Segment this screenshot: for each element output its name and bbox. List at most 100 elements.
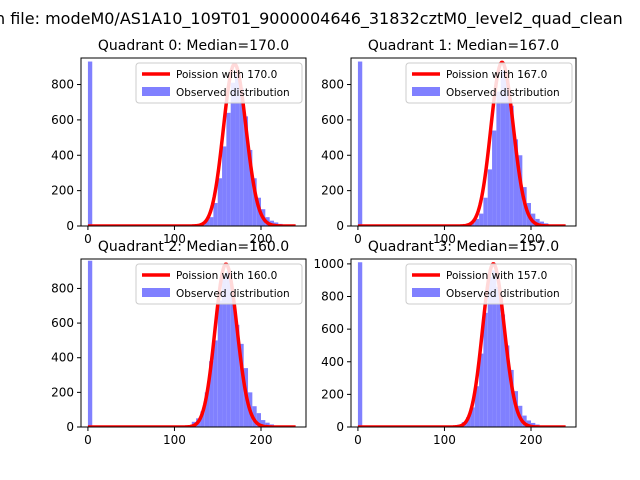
- subplot-quadrant-0: Quadrant 0: Median=170.0 0 100 200 0 200 400 60…: [51, 38, 307, 246]
- legend-box: [135, 263, 303, 305]
- legend-observed-label: Observed distribution: [446, 87, 560, 99]
- plot-area: [87, 260, 297, 427]
- legend-bar-swatch: [412, 288, 440, 297]
- axes-frame: [80, 57, 307, 227]
- histogram-bar: [483, 312, 488, 427]
- histogram-bar: [513, 139, 519, 226]
- axes-frame: [350, 258, 577, 428]
- histogram-bar: [479, 353, 484, 427]
- histogram-bar: [230, 291, 236, 427]
- y-tick-label: 0: [66, 219, 74, 233]
- legend-poisson-label: Poission with 170.0: [176, 69, 277, 81]
- x-tick-label: 0: [354, 232, 362, 246]
- histogram-bar: [474, 218, 480, 226]
- poisson-curve: [87, 262, 297, 427]
- plot-area: [357, 262, 567, 427]
- y-tick-label: 0: [66, 420, 74, 434]
- y-tick-label: 400: [51, 148, 74, 162]
- histogram-bar: [474, 386, 480, 427]
- x-tick-label: 200: [250, 232, 273, 246]
- histogram-bar: [483, 197, 488, 226]
- y-tick-label: 600: [321, 113, 344, 127]
- histogram-bar: [265, 422, 270, 427]
- histogram-bar: [204, 392, 210, 427]
- histogram-bar: [357, 262, 363, 427]
- histogram-bar: [526, 420, 531, 427]
- histogram-bar: [252, 178, 257, 226]
- y-tick-label: 1000: [313, 257, 344, 271]
- histogram-bar: [209, 361, 214, 427]
- legend: Poission with 160.0 Observed distribution: [135, 263, 303, 305]
- histogram-bar: [496, 286, 501, 427]
- histogram-bar: [222, 274, 227, 427]
- y-tick-label: 0: [336, 420, 344, 434]
- y-tick-label: 200: [321, 387, 344, 401]
- y-tick-label: 400: [321, 355, 344, 369]
- histogram-bar: [87, 61, 93, 226]
- legend: Poission with 167.0 Observed distribution: [405, 62, 573, 104]
- subplot-quadrant-3: Quadrant 3: Median=157.0 0 100 200 0 200 400 60…: [313, 239, 577, 447]
- legend: Poission with 170.0 Observed distribution: [135, 62, 303, 104]
- histogram-bar: [487, 276, 493, 427]
- histogram-bar: [217, 178, 223, 226]
- subplot-title: Quadrant 0: Median=170.0: [98, 38, 289, 54]
- x-tick-label: 200: [520, 232, 543, 246]
- y-tick-label: 800: [321, 78, 344, 92]
- legend-poisson-label: Poission with 167.0: [446, 69, 547, 81]
- x-tick-label: 100: [433, 232, 456, 246]
- x-tick-label: 100: [163, 433, 186, 447]
- subplot-quadrant-1: Quadrant 1: Median=167.0 0 100 200 0 200 400 60…: [321, 38, 577, 246]
- histogram-bar: [496, 91, 501, 226]
- legend-box: [135, 62, 303, 104]
- histogram-bar: [209, 217, 214, 226]
- histogram-bar: [230, 82, 236, 226]
- x-tick-label: 100: [433, 433, 456, 447]
- histogram-bar: [500, 70, 506, 226]
- x-tick-label: 0: [354, 433, 362, 447]
- y-tick-label: 200: [51, 184, 74, 198]
- histogram-bar: [213, 340, 218, 427]
- histogram-bar: [492, 270, 497, 427]
- y-tick-label: 800: [51, 281, 74, 295]
- histogram-bar: [248, 149, 253, 226]
- y-tick-label: 600: [51, 316, 74, 330]
- histogram-bar: [492, 130, 497, 226]
- histogram-bar: [226, 271, 231, 427]
- y-tick-label: 200: [321, 184, 344, 198]
- histogram-bar: [487, 169, 493, 226]
- poisson-curve: [357, 262, 567, 427]
- histogram-bar: [470, 407, 475, 427]
- x-tick-label: 0: [84, 232, 92, 246]
- y-tick-label: 800: [51, 78, 74, 92]
- subplot-title: Quadrant 3: Median=157.0: [368, 239, 559, 255]
- histogram-bar: [200, 411, 205, 427]
- subplot-title: Quadrant 1: Median=167.0: [368, 38, 559, 54]
- histogram-bar: [256, 413, 261, 427]
- legend-observed-label: Observed distribution: [176, 288, 290, 300]
- legend-bar-swatch: [142, 288, 170, 297]
- histogram-bar: [235, 324, 240, 427]
- x-tick-label: 200: [520, 433, 543, 447]
- histogram-bar: [535, 218, 540, 226]
- subplot-title: Quadrant 2: Median=160.0: [98, 239, 289, 255]
- legend-bar-swatch: [412, 87, 440, 96]
- y-tick-label: 200: [51, 385, 74, 399]
- legend-box: [405, 263, 573, 305]
- legend-box: [405, 62, 573, 104]
- histogram-bar: [226, 112, 231, 226]
- figure-title: n file: modeM0/AS1A10_109T01_9000004646_…: [0, 9, 623, 29]
- legend-poisson-label: Poission with 160.0: [176, 270, 277, 282]
- x-tick-label: 200: [250, 433, 273, 447]
- y-tick-label: 800: [321, 290, 344, 304]
- x-tick-label: 100: [163, 232, 186, 246]
- y-tick-label: 400: [321, 148, 344, 162]
- histogram-bar: [239, 343, 244, 427]
- histogram-bar: [222, 146, 227, 226]
- histogram-bar: [261, 420, 266, 427]
- y-tick-label: 600: [51, 113, 74, 127]
- subplot-grid: Quadrant 0: Median=170.0 0 100 200 0 200 400 60…: [51, 38, 577, 447]
- histogram-bar: [505, 79, 510, 226]
- legend-poisson-label: Poission with 157.0: [446, 270, 547, 282]
- subplot-quadrant-2: Quadrant 2: Median=160.0 0 100 200 0 200 400 60…: [51, 239, 307, 447]
